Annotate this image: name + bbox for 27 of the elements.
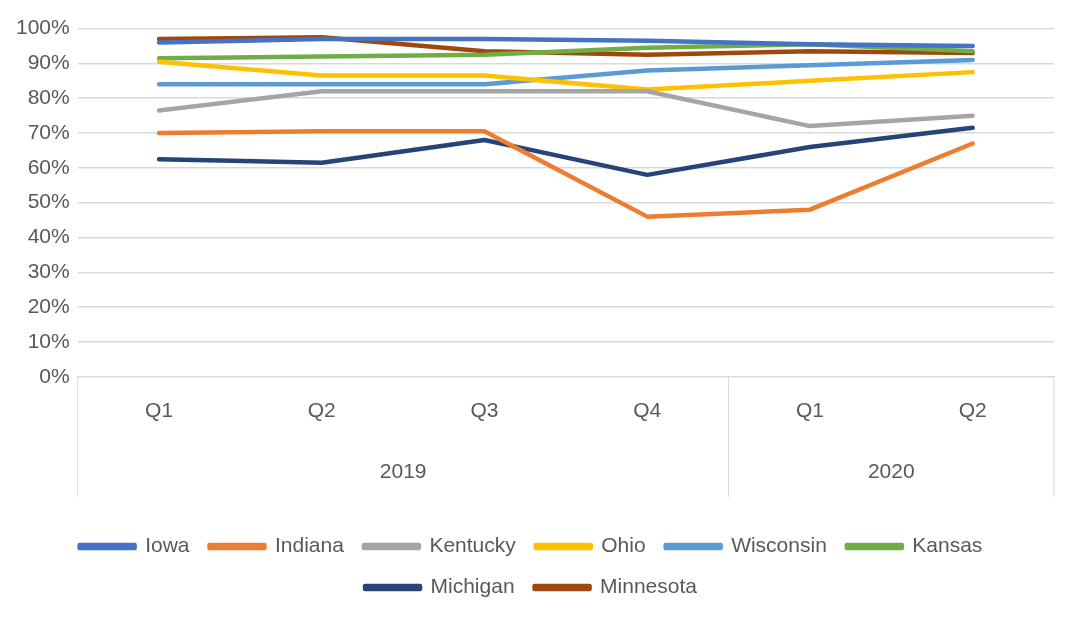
x-tick-label: Q4 bbox=[633, 398, 662, 422]
y-tick-label: 30% bbox=[27, 259, 70, 283]
x-tick-label: Q1 bbox=[795, 398, 824, 422]
y-tick-label: 70% bbox=[27, 119, 70, 143]
x-tick-label: Q3 bbox=[470, 398, 499, 422]
legend-label: Iowa bbox=[145, 533, 190, 557]
y-tick-label: 20% bbox=[27, 293, 70, 317]
y-tick-label: 90% bbox=[27, 50, 70, 74]
y-tick-label: 50% bbox=[27, 189, 70, 213]
legend-label: Ohio bbox=[601, 533, 646, 557]
legend-label: Indiana bbox=[275, 533, 345, 557]
x-tick-label: Q1 bbox=[145, 398, 174, 422]
y-tick-label: 80% bbox=[27, 85, 70, 109]
text: 2020 bbox=[867, 458, 915, 482]
y-tick-label: 0% bbox=[39, 363, 70, 387]
legend-label: Minnesota bbox=[600, 574, 698, 598]
y-tick-label: 40% bbox=[27, 224, 70, 248]
x-tick-label: Q2 bbox=[307, 398, 336, 422]
y-tick-label: 100% bbox=[15, 15, 70, 39]
text: 2019 bbox=[379, 458, 427, 482]
legend-label: Michigan bbox=[430, 574, 515, 598]
y-tick-label: 60% bbox=[27, 154, 70, 178]
y-tick-label: 10% bbox=[27, 328, 70, 352]
x-tick-label: Q2 bbox=[958, 398, 987, 422]
legend-label: Wisconsin bbox=[731, 533, 827, 557]
legend-label: Kentucky bbox=[429, 533, 517, 557]
legend-label: Kansas bbox=[912, 533, 983, 557]
